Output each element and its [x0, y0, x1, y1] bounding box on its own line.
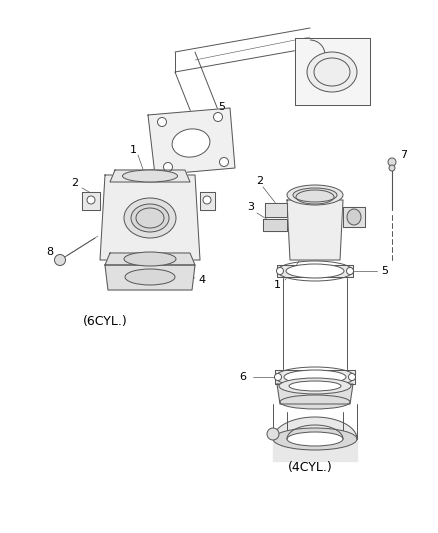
Text: (6CYL.): (6CYL.) — [83, 316, 127, 328]
Polygon shape — [110, 170, 190, 182]
Ellipse shape — [172, 129, 210, 157]
Polygon shape — [295, 38, 370, 105]
Text: 4: 4 — [198, 275, 205, 285]
Ellipse shape — [347, 209, 361, 225]
Ellipse shape — [280, 395, 350, 409]
Circle shape — [158, 117, 166, 126]
Circle shape — [163, 163, 173, 172]
Circle shape — [276, 268, 283, 274]
Polygon shape — [275, 370, 355, 384]
Text: 6: 6 — [240, 372, 247, 382]
Circle shape — [203, 196, 211, 204]
Polygon shape — [105, 253, 195, 265]
Ellipse shape — [123, 170, 177, 182]
Text: 8: 8 — [46, 247, 53, 257]
Polygon shape — [263, 219, 287, 231]
Ellipse shape — [289, 381, 341, 391]
Text: 1: 1 — [130, 145, 137, 155]
Text: 3: 3 — [247, 202, 254, 212]
Polygon shape — [200, 192, 215, 210]
Ellipse shape — [286, 264, 344, 278]
Text: 1: 1 — [273, 280, 280, 290]
Ellipse shape — [293, 188, 337, 202]
Circle shape — [275, 374, 282, 381]
Ellipse shape — [131, 204, 169, 232]
Polygon shape — [100, 175, 200, 260]
Circle shape — [346, 268, 353, 274]
Circle shape — [213, 112, 223, 122]
Text: (4CYL.): (4CYL.) — [288, 462, 332, 474]
Polygon shape — [82, 192, 100, 210]
Circle shape — [87, 196, 95, 204]
Polygon shape — [105, 265, 195, 290]
Circle shape — [267, 428, 279, 440]
Polygon shape — [277, 384, 353, 404]
Text: 5: 5 — [381, 266, 389, 276]
Text: 2: 2 — [256, 176, 264, 186]
Ellipse shape — [287, 185, 343, 205]
Ellipse shape — [287, 432, 343, 446]
Polygon shape — [148, 108, 235, 175]
Text: 5: 5 — [219, 102, 226, 112]
Polygon shape — [287, 200, 343, 260]
Ellipse shape — [273, 428, 357, 450]
Circle shape — [349, 374, 356, 381]
Polygon shape — [265, 203, 287, 217]
Text: 2: 2 — [71, 178, 78, 188]
Ellipse shape — [284, 370, 346, 384]
Ellipse shape — [124, 252, 176, 266]
Circle shape — [388, 158, 396, 166]
Circle shape — [219, 157, 229, 166]
Text: 7: 7 — [400, 150, 408, 160]
Polygon shape — [343, 207, 365, 227]
Ellipse shape — [307, 52, 357, 92]
Circle shape — [54, 254, 66, 265]
Ellipse shape — [124, 198, 176, 238]
Ellipse shape — [279, 378, 351, 394]
Circle shape — [389, 165, 395, 171]
Ellipse shape — [125, 269, 175, 285]
Polygon shape — [277, 265, 353, 277]
